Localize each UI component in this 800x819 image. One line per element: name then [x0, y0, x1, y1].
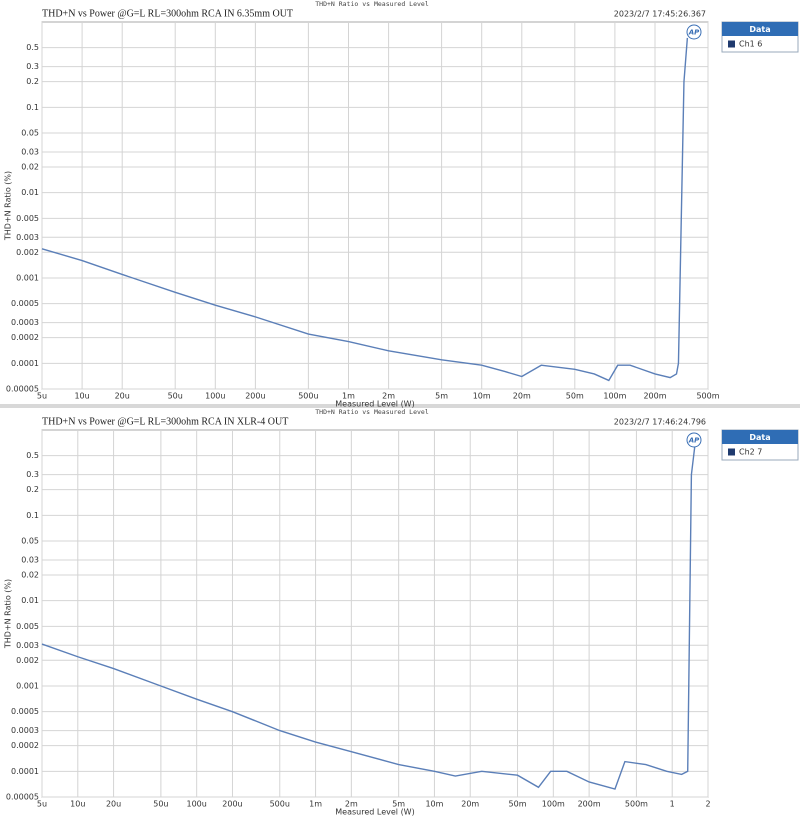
- x-tick-label: 200m: [578, 800, 601, 809]
- x-tick-label: 10u: [70, 800, 85, 809]
- y-tick-label: 0.5: [26, 43, 39, 52]
- y-tick-label: 0.003: [16, 641, 39, 650]
- x-tick-label: 2: [705, 800, 710, 809]
- x-tick-label: 10m: [425, 800, 443, 809]
- chart-header: THD+N Ratio vs Measured Level: [315, 408, 429, 416]
- x-tick-label: 500m: [696, 392, 719, 401]
- y-tick-label: 0.01: [21, 188, 39, 197]
- x-tick-label: 10u: [74, 392, 89, 401]
- y-tick-label: 0.0003: [11, 318, 39, 327]
- plot-area: [41, 21, 709, 390]
- y-tick-label: 0.3: [26, 62, 39, 71]
- y-tick-label: 0.003: [16, 233, 39, 242]
- x-tick-label: 20u: [115, 392, 130, 401]
- chart-title: THD+N vs Power @G=L RL=300ohm RCA IN 6.3…: [42, 8, 293, 19]
- separator: [0, 404, 800, 408]
- x-tick-label: 5m: [435, 392, 448, 401]
- x-tick-label: 100m: [542, 800, 565, 809]
- y-tick-label: 0.01: [21, 596, 39, 605]
- logo-badge: [686, 24, 702, 40]
- chart-title: THD+N vs Power @G=L RL=300ohm RCA IN XLR…: [42, 416, 288, 427]
- legend-title: Data: [749, 433, 770, 442]
- plot-area: [41, 429, 709, 798]
- x-tick-label: 2m: [345, 800, 358, 809]
- y-tick-label: 0.5: [26, 451, 39, 460]
- legend-swatch: [728, 448, 735, 456]
- x-tick-label: 1m: [309, 800, 322, 809]
- y-tick-label: 0.0005: [11, 299, 39, 308]
- y-tick-label: 0.2: [26, 485, 39, 494]
- y-tick-label: 0.00005: [6, 385, 39, 394]
- x-tick-label: 1m: [342, 392, 355, 401]
- y-tick-label: 0.0002: [11, 741, 39, 750]
- legend-entry: Ch2 7: [739, 448, 762, 457]
- y-tick-label: 0.00005: [6, 793, 39, 802]
- x-tick-label: 100u: [205, 392, 225, 401]
- y-tick-label: 0.02: [21, 162, 39, 171]
- x-tick-label: 50m: [509, 800, 527, 809]
- logo: AP: [688, 437, 700, 445]
- legend-entry: Ch1 6: [739, 40, 762, 49]
- x-tick-label: 50u: [168, 392, 183, 401]
- x-tick-label: 200m: [643, 392, 666, 401]
- x-tick-label: 5m: [392, 800, 405, 809]
- y-tick-label: 0.0005: [11, 707, 39, 716]
- y-tick-label: 0.002: [16, 248, 39, 257]
- x-tick-label: 500u: [270, 800, 290, 809]
- x-tick-label: 50u: [153, 800, 168, 809]
- timestamp: 2023/2/7 17:46:24.796: [614, 418, 706, 427]
- y-tick-label: 0.001: [16, 681, 39, 690]
- y-tick-label: 0.02: [21, 570, 39, 579]
- data-line: [41, 445, 696, 790]
- x-tick-label: 20u: [106, 800, 121, 809]
- y-tick-label: 0.0001: [11, 767, 39, 776]
- y-tick-label: 0.2: [26, 77, 39, 86]
- x-tick-label: 500m: [625, 800, 648, 809]
- x-axis-label: Measured Level (W): [335, 400, 414, 409]
- x-axis-label: Measured Level (W): [335, 808, 414, 817]
- y-tick-label: 0.0001: [11, 359, 39, 368]
- y-tick-label: 0.3: [26, 470, 39, 479]
- x-tick-label: 50m: [566, 392, 584, 401]
- x-tick-label: 10m: [473, 392, 491, 401]
- logo-badge: [686, 432, 702, 448]
- timestamp: 2023/2/7 17:45:26.367: [614, 10, 706, 19]
- legend-header: [722, 430, 798, 444]
- x-tick-label: 5u: [37, 800, 47, 809]
- legend-swatch: [728, 40, 735, 48]
- y-tick-label: 0.05: [21, 537, 39, 546]
- y-axis-label: THD+N Ratio (%): [4, 171, 13, 241]
- x-tick-label: 2m: [382, 392, 395, 401]
- y-tick-label: 0.05: [21, 129, 39, 138]
- x-tick-label: 100u: [187, 800, 207, 809]
- y-tick-label: 0.005: [16, 214, 39, 223]
- y-tick-label: 0.1: [26, 511, 39, 520]
- x-tick-label: 100m: [603, 392, 626, 401]
- y-tick-label: 0.002: [16, 656, 39, 665]
- y-tick-label: 0.03: [21, 555, 39, 564]
- y-axis-label: THD+N Ratio (%): [4, 579, 13, 649]
- y-tick-label: 0.005: [16, 622, 39, 631]
- y-tick-label: 0.0002: [11, 333, 39, 342]
- x-tick-label: 200u: [222, 800, 242, 809]
- x-tick-label: 500u: [298, 392, 318, 401]
- y-tick-label: 0.0003: [11, 726, 39, 735]
- x-tick-label: 20m: [513, 392, 531, 401]
- chart-header: THD+N Ratio vs Measured Level: [315, 0, 429, 8]
- y-tick-label: 0.001: [16, 273, 39, 282]
- y-tick-label: 0.03: [21, 147, 39, 156]
- x-tick-label: 20m: [461, 800, 479, 809]
- x-tick-label: 1: [670, 800, 675, 809]
- legend-title: Data: [749, 25, 770, 34]
- y-tick-label: 0.1: [26, 103, 39, 112]
- x-tick-label: 200u: [245, 392, 265, 401]
- x-tick-label: 5u: [37, 392, 47, 401]
- legend-header: [722, 22, 798, 36]
- data-line: [41, 37, 689, 382]
- logo: AP: [688, 29, 700, 37]
